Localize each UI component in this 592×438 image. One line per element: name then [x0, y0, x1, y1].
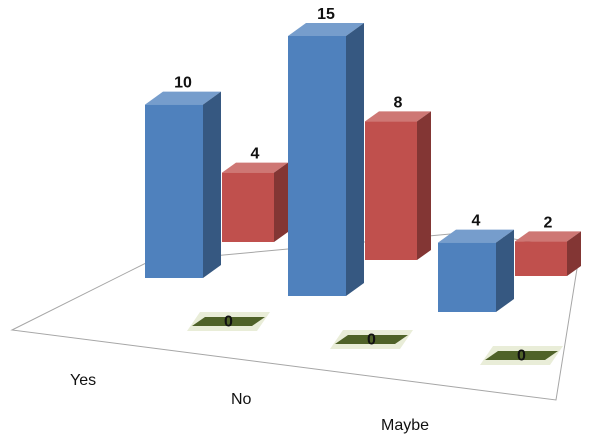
- data-label: 2: [544, 214, 553, 231]
- bar-side: [496, 230, 514, 312]
- category-label-yes: Yes: [70, 372, 96, 389]
- bar-front: [145, 105, 203, 278]
- data-label: 4: [251, 146, 260, 163]
- bar-series1-maybe: [438, 230, 514, 312]
- data-label: 15: [317, 6, 335, 23]
- data-label: 8: [394, 94, 403, 111]
- bar-front: [515, 241, 567, 276]
- bar-front: [438, 243, 496, 312]
- bar-series2-yes: [222, 163, 288, 242]
- bar-side: [203, 92, 221, 278]
- bar-front: [222, 173, 274, 242]
- bar-side: [274, 163, 288, 242]
- bar-front: [365, 121, 417, 260]
- bar-series1-no: [288, 23, 364, 296]
- bar-series1-yes: [145, 92, 221, 278]
- bar-series2-no: [365, 111, 431, 260]
- data-label: 0: [367, 332, 376, 349]
- data-label: 0: [224, 314, 233, 331]
- bar-series2-maybe: [515, 231, 581, 276]
- data-label: 4: [472, 213, 481, 230]
- data-label: 0: [517, 348, 526, 365]
- category-label-maybe: Maybe: [381, 417, 429, 434]
- bar-front: [288, 36, 346, 296]
- category-label-no: No: [231, 391, 252, 408]
- category-labels-layer: Yes No Maybe: [70, 372, 429, 434]
- bar-side: [346, 23, 364, 296]
- bar-side: [417, 111, 431, 260]
- data-label: 10: [174, 75, 192, 92]
